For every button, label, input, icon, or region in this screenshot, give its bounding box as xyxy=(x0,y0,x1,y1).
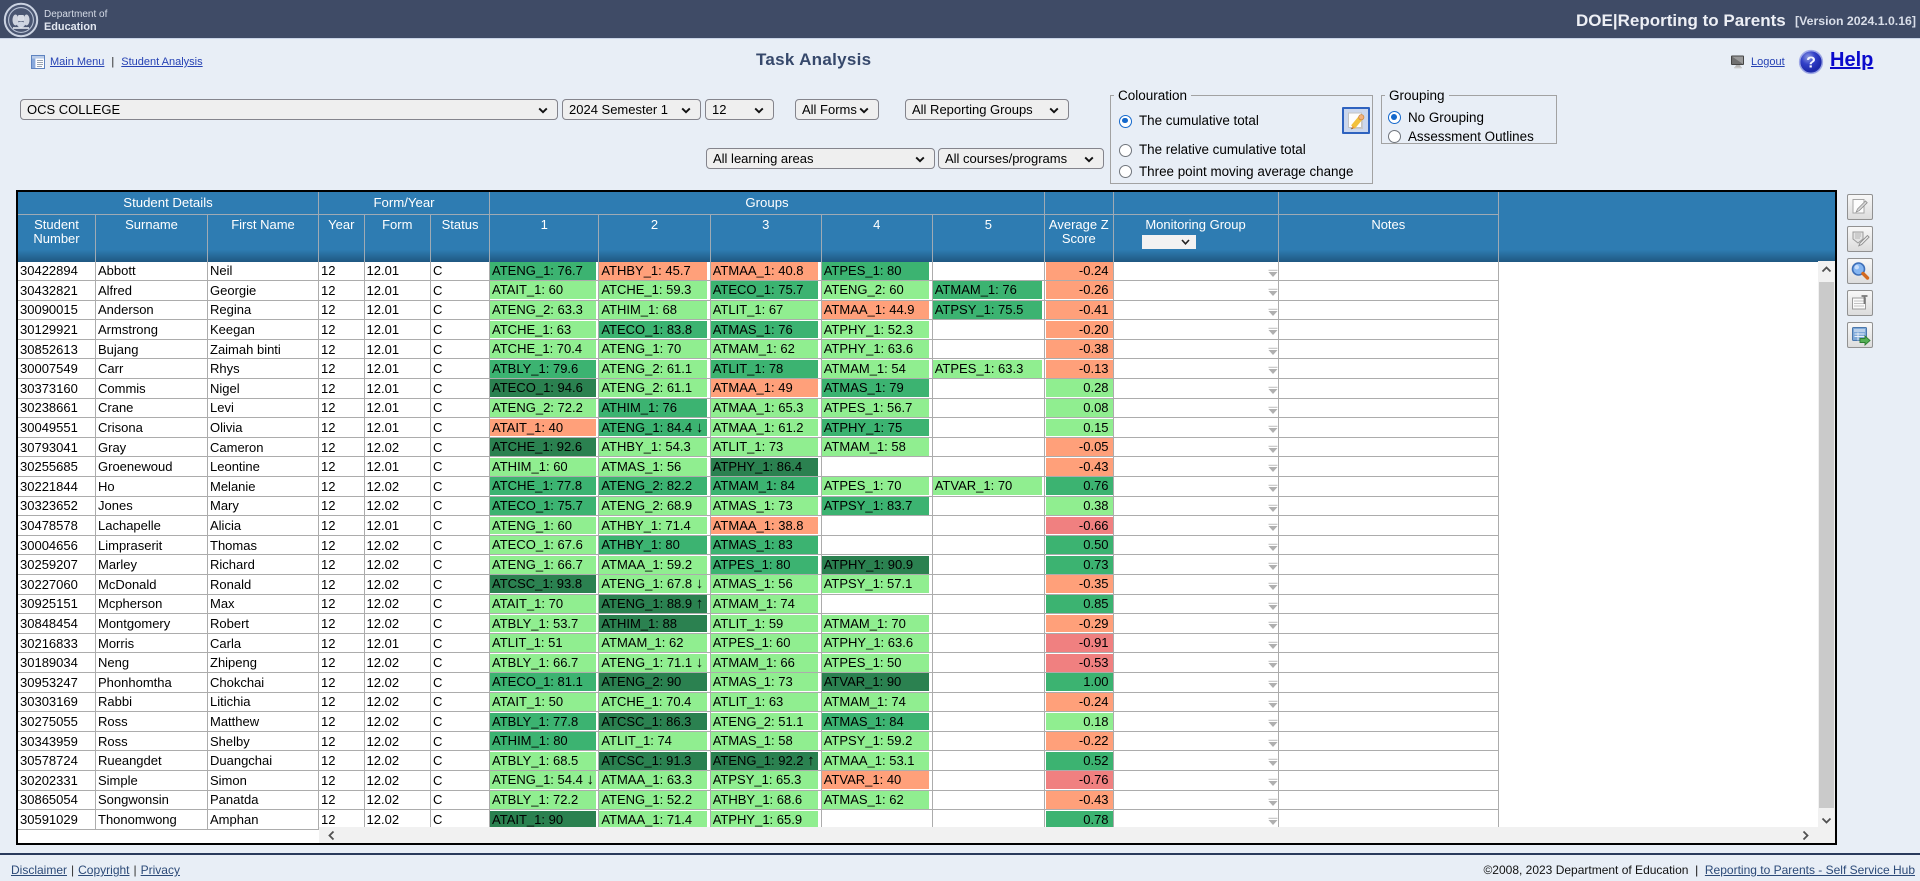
svg-text:?: ? xyxy=(1806,55,1816,72)
